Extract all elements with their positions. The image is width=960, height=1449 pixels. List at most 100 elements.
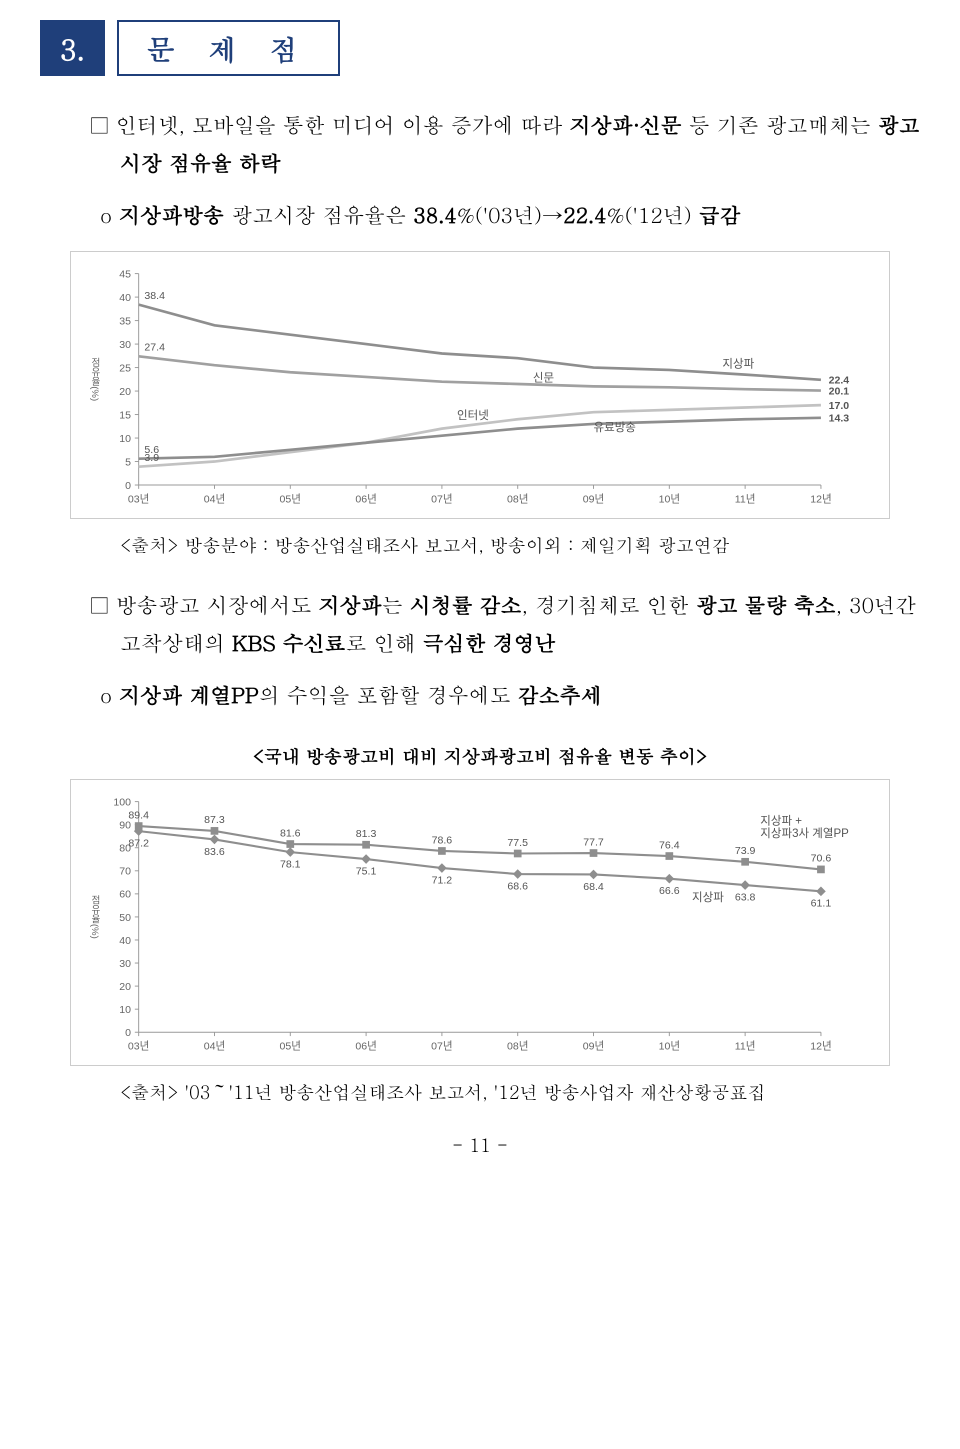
- svg-text:07년: 07년: [431, 494, 452, 506]
- text: 인터넷, 모바일을 통한 미디어 이용 증가에 따라: [116, 109, 570, 139]
- subparagraph-1: o 지상파방송 광고시장 점유율은 38.4%('03년)→22.4%('12년…: [100, 196, 920, 234]
- section-title: 문 제 점: [117, 20, 340, 76]
- svg-text:27.4: 27.4: [144, 342, 165, 354]
- svg-text:68.6: 68.6: [507, 880, 528, 892]
- chart-2-container: 0102030405060708090100점유율(%)03년04년05년06년…: [70, 779, 890, 1066]
- svg-text:20.1: 20.1: [829, 386, 850, 398]
- svg-text:0: 0: [125, 480, 131, 492]
- text: 는: [382, 589, 410, 619]
- chart-2: 0102030405060708090100점유율(%)03년04년05년06년…: [81, 792, 869, 1061]
- bold: 지상파 계열PP: [119, 679, 258, 709]
- text: %('12년): [607, 199, 699, 229]
- svg-text:66.6: 66.6: [659, 885, 680, 897]
- chart-2-source: <출처> '03～'11년 방송산업실태조사 보고서, '12년 방송사업자 재…: [120, 1080, 920, 1105]
- svg-text:68.4: 68.4: [583, 880, 604, 892]
- svg-text:08년: 08년: [507, 1040, 528, 1052]
- paragraph-2: □ 방송광고 시장에서도 지상파는 시청률 감소, 경기침체로 인한 광고 물량…: [90, 586, 920, 662]
- circle-marker: o: [100, 199, 112, 229]
- svg-text:70.6: 70.6: [811, 852, 832, 864]
- section-number: 3.: [40, 20, 105, 76]
- bold: 감소추세: [518, 679, 602, 709]
- bold: 광고 물량 축소: [696, 589, 836, 619]
- text: 로 인해: [346, 627, 423, 657]
- text: , 경기침체로 인한: [522, 589, 696, 619]
- bold: KBS 수신료: [232, 627, 346, 657]
- svg-text:70: 70: [119, 865, 131, 877]
- svg-text:10: 10: [119, 1004, 131, 1016]
- chart-1-container: 051015202530354045점유율(%)03년04년05년06년07년0…: [70, 251, 890, 519]
- svg-text:점유율(%): 점유율(%): [89, 894, 100, 938]
- svg-text:76.4: 76.4: [659, 839, 680, 851]
- bold: 급감: [699, 199, 741, 229]
- svg-text:15: 15: [119, 410, 131, 422]
- svg-text:30: 30: [119, 339, 131, 351]
- svg-text:09년: 09년: [583, 1040, 604, 1052]
- bold: 38.4: [413, 199, 457, 229]
- text: 등 기존 광고매체는: [682, 109, 878, 139]
- svg-text:10년: 10년: [659, 1040, 680, 1052]
- circle-marker: o: [100, 679, 112, 709]
- svg-text:40: 40: [119, 292, 131, 304]
- bold: 지상파방송: [119, 199, 224, 229]
- svg-text:20: 20: [119, 981, 131, 993]
- svg-text:78.1: 78.1: [280, 858, 301, 870]
- svg-text:71.2: 71.2: [432, 874, 453, 886]
- svg-text:63.8: 63.8: [735, 891, 756, 903]
- bold: 지상파·신문: [570, 109, 682, 139]
- svg-text:유료방송: 유료방송: [594, 421, 636, 434]
- svg-text:점유율(%): 점유율(%): [89, 357, 100, 401]
- svg-text:지상파 +: 지상파 +: [760, 814, 802, 827]
- svg-text:38.4: 38.4: [144, 290, 165, 302]
- text: 방송광고 시장에서도: [116, 589, 319, 619]
- svg-text:10: 10: [119, 433, 131, 445]
- svg-text:78.6: 78.6: [432, 834, 453, 846]
- svg-text:17.0: 17.0: [829, 400, 850, 412]
- svg-text:05년: 05년: [280, 1040, 301, 1052]
- svg-text:인터넷: 인터넷: [457, 410, 489, 423]
- svg-text:61.1: 61.1: [811, 897, 832, 909]
- section-header: 3. 문 제 점: [40, 20, 920, 76]
- svg-text:14.3: 14.3: [829, 413, 850, 425]
- svg-text:08년: 08년: [507, 494, 528, 506]
- svg-text:03년: 03년: [128, 494, 149, 506]
- text: %('03년)→: [457, 199, 563, 229]
- box-marker: □: [90, 109, 109, 139]
- svg-text:07년: 07년: [431, 1040, 452, 1052]
- text: 광고시장 점유율은: [224, 199, 413, 229]
- bold: 시청률 감소: [410, 589, 522, 619]
- svg-text:87.2: 87.2: [128, 837, 149, 849]
- svg-text:25: 25: [119, 363, 131, 375]
- svg-text:06년: 06년: [355, 494, 376, 506]
- svg-text:3.9: 3.9: [144, 452, 159, 464]
- svg-text:40: 40: [119, 934, 131, 946]
- svg-text:30: 30: [119, 958, 131, 970]
- svg-text:35: 35: [119, 316, 131, 328]
- svg-text:지상파: 지상파: [692, 890, 724, 903]
- chart-1: 051015202530354045점유율(%)03년04년05년06년07년0…: [81, 264, 869, 514]
- svg-text:75.1: 75.1: [356, 865, 377, 877]
- svg-text:04년: 04년: [204, 1040, 225, 1052]
- subparagraph-2: o 지상파 계열PP의 수익을 포함할 경우에도 감소추세: [100, 676, 920, 714]
- box-marker: □: [90, 589, 109, 619]
- svg-text:12년: 12년: [810, 494, 831, 506]
- svg-text:0: 0: [125, 1027, 131, 1039]
- page-number: - 11 -: [40, 1133, 920, 1158]
- svg-text:09년: 09년: [583, 494, 604, 506]
- svg-text:5: 5: [125, 457, 131, 469]
- svg-text:50: 50: [119, 911, 131, 923]
- svg-text:11년: 11년: [735, 1040, 756, 1052]
- svg-text:06년: 06년: [355, 1040, 376, 1052]
- svg-text:지상파: 지상파: [722, 358, 754, 371]
- svg-text:73.9: 73.9: [735, 845, 756, 857]
- svg-text:83.6: 83.6: [204, 845, 225, 857]
- paragraph-1: □ 인터넷, 모바일을 통한 미디어 이용 증가에 따라 지상파·신문 등 기존…: [90, 106, 920, 182]
- svg-text:81.6: 81.6: [280, 827, 301, 839]
- svg-text:60: 60: [119, 888, 131, 900]
- svg-text:20: 20: [119, 386, 131, 398]
- bold: 22.4: [563, 199, 607, 229]
- svg-text:04년: 04년: [204, 494, 225, 506]
- bold: 극심한 경영난: [423, 627, 556, 657]
- svg-text:81.3: 81.3: [356, 828, 377, 840]
- svg-text:77.7: 77.7: [583, 836, 604, 848]
- svg-text:05년: 05년: [280, 494, 301, 506]
